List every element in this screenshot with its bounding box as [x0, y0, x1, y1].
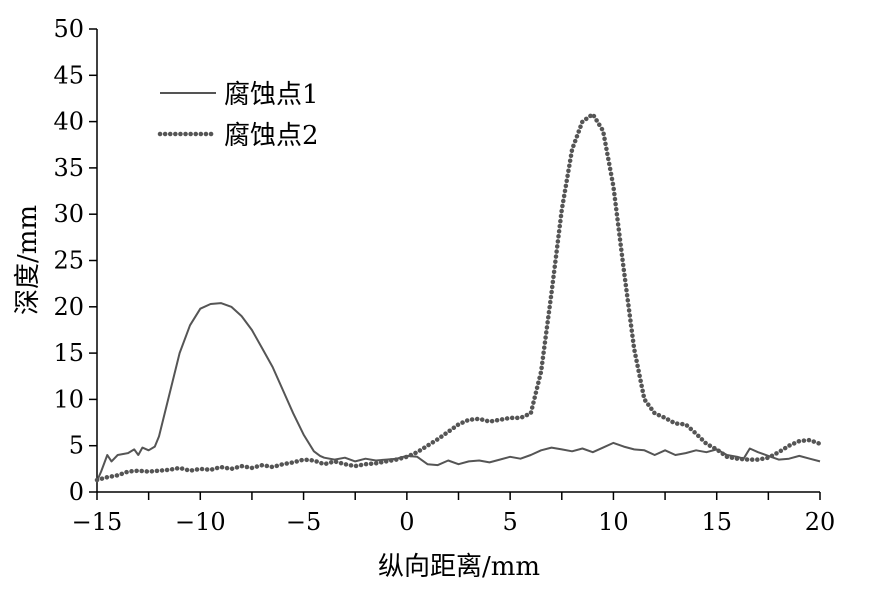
y-tick-label: 5	[69, 432, 84, 460]
y-tick-label: 25	[53, 247, 84, 275]
y-tick-label: 45	[53, 61, 84, 89]
x-tick-label: 0	[399, 508, 414, 536]
y-tick-label: 0	[69, 478, 84, 506]
x-tick-label: 10	[598, 508, 629, 536]
x-axis-title: 纵向距离/mm	[378, 552, 540, 582]
x-tick-label: −10	[175, 508, 226, 536]
y-axis-title: 深度/mm	[13, 205, 43, 315]
legend: 腐蚀点1 腐蚀点2	[157, 80, 319, 151]
y-tick-label: 15	[53, 339, 84, 367]
y-tick-label: 40	[53, 108, 84, 136]
y-tick-label: 35	[53, 154, 84, 182]
x-tick-label: 15	[701, 508, 732, 536]
series-lines	[94, 111, 823, 483]
series-line-1	[96, 302, 821, 482]
x-tick-label: −5	[286, 508, 321, 536]
y-tick-label: 50	[53, 15, 84, 43]
y-tick-label: 30	[53, 200, 84, 228]
series-line-2	[94, 111, 823, 483]
y-axis-ticks: 0 5 10 15 20 25 30 35 40 45 50	[53, 15, 97, 506]
legend-label-2: 腐蚀点2	[224, 121, 319, 151]
legend-label-1: 腐蚀点1	[224, 80, 319, 110]
x-tick-label: 5	[503, 508, 518, 536]
x-tick-label: 20	[805, 508, 836, 536]
x-tick-label: −15	[72, 508, 123, 536]
x-axis-ticks: −15 −10 −5 0 5 10 15 20	[72, 492, 836, 536]
y-tick-label: 20	[53, 293, 84, 321]
axes	[96, 29, 820, 493]
y-tick-label: 10	[53, 385, 84, 413]
